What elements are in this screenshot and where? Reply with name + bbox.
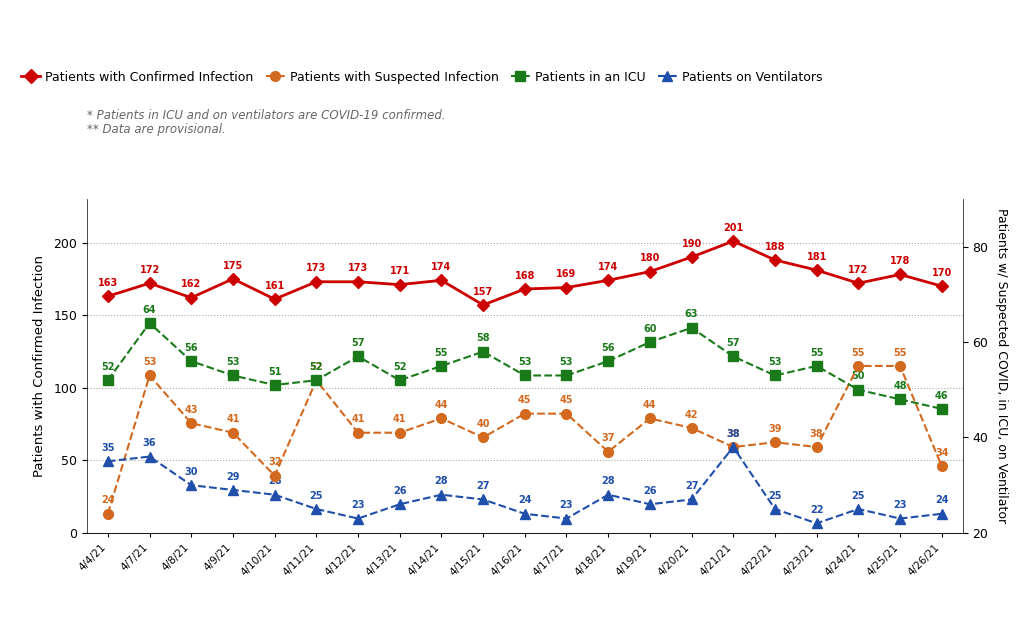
Text: 28: 28	[601, 476, 615, 487]
Text: 171: 171	[389, 266, 410, 276]
Text: 53: 53	[142, 357, 157, 367]
Text: 51: 51	[268, 367, 282, 377]
Text: 37: 37	[601, 433, 615, 444]
Text: 55: 55	[893, 347, 907, 358]
Text: 25: 25	[309, 490, 324, 501]
Text: 28: 28	[434, 476, 449, 487]
Text: 41: 41	[393, 414, 407, 424]
Text: 57: 57	[351, 338, 365, 348]
Text: 41: 41	[351, 414, 365, 424]
Text: 173: 173	[348, 263, 369, 273]
Text: 24: 24	[101, 496, 115, 505]
Text: 53: 53	[768, 357, 781, 367]
Text: 55: 55	[810, 347, 823, 358]
Text: 27: 27	[685, 481, 698, 491]
Text: 161: 161	[264, 281, 285, 291]
Text: 173: 173	[306, 263, 327, 273]
Text: 55: 55	[852, 347, 865, 358]
Text: 42: 42	[685, 410, 698, 420]
Text: 39: 39	[768, 424, 781, 434]
Text: 32: 32	[268, 457, 282, 467]
Text: 169: 169	[556, 269, 577, 279]
Text: 40: 40	[476, 419, 489, 429]
Text: 63: 63	[685, 309, 698, 320]
Text: ** Data are provisional.: ** Data are provisional.	[87, 123, 225, 136]
Text: 52: 52	[101, 362, 115, 372]
Text: 180: 180	[640, 253, 660, 263]
Text: 56: 56	[184, 343, 198, 353]
Text: 172: 172	[848, 265, 868, 275]
Text: 157: 157	[473, 286, 494, 297]
Text: 162: 162	[181, 279, 202, 290]
Text: 45: 45	[518, 395, 531, 405]
Text: 60: 60	[643, 324, 656, 334]
Text: 53: 53	[518, 357, 531, 367]
Legend: Patients with Confirmed Infection, Patients with Suspected Infection, Patients i: Patients with Confirmed Infection, Patie…	[16, 65, 827, 89]
Text: 44: 44	[643, 400, 656, 410]
Text: 23: 23	[351, 500, 365, 510]
Text: 52: 52	[393, 362, 407, 372]
Text: 52: 52	[309, 362, 324, 372]
Text: 55: 55	[434, 347, 449, 358]
Text: 24: 24	[935, 496, 948, 505]
Text: * Patients in ICU and on ventilators are COVID-19 confirmed.: * Patients in ICU and on ventilators are…	[87, 108, 445, 122]
Text: 46: 46	[935, 390, 948, 401]
Text: 23: 23	[893, 500, 907, 510]
Text: 48: 48	[893, 381, 907, 391]
Y-axis label: Patients w/ Suspected COVID, in ICU, on Ventilator: Patients w/ Suspected COVID, in ICU, on …	[994, 209, 1008, 523]
Text: 163: 163	[97, 278, 118, 288]
Text: 27: 27	[476, 481, 489, 491]
Text: 28: 28	[268, 476, 282, 487]
Text: 30: 30	[184, 467, 198, 477]
Text: 181: 181	[807, 252, 826, 262]
Text: 35: 35	[101, 443, 115, 453]
Text: 25: 25	[768, 490, 781, 501]
Text: 53: 53	[226, 357, 240, 367]
Text: 64: 64	[142, 305, 157, 315]
Text: 26: 26	[393, 486, 407, 496]
Text: 29: 29	[226, 472, 240, 482]
Text: 188: 188	[765, 241, 785, 252]
Text: 45: 45	[560, 395, 573, 405]
Text: 172: 172	[139, 265, 160, 275]
Text: 190: 190	[681, 239, 701, 248]
Text: 44: 44	[434, 400, 449, 410]
Y-axis label: Patients with Confirmed Infection: Patients with Confirmed Infection	[34, 255, 46, 477]
Text: 41: 41	[226, 414, 240, 424]
Text: 56: 56	[601, 343, 615, 353]
Text: 25: 25	[852, 490, 865, 501]
Text: 58: 58	[476, 333, 489, 343]
Text: 22: 22	[810, 505, 823, 515]
Text: 168: 168	[515, 271, 535, 281]
Text: 38: 38	[810, 429, 823, 438]
Text: 26: 26	[643, 486, 656, 496]
Text: 52: 52	[309, 362, 324, 372]
Text: 43: 43	[184, 405, 198, 415]
Text: 36: 36	[142, 438, 157, 448]
Text: 50: 50	[852, 372, 865, 381]
Text: 53: 53	[560, 357, 573, 367]
Text: 174: 174	[598, 262, 618, 272]
Text: 38: 38	[726, 429, 740, 438]
Text: 201: 201	[723, 223, 743, 233]
Text: 175: 175	[223, 261, 243, 270]
Text: 178: 178	[890, 256, 910, 266]
Text: 170: 170	[932, 268, 952, 278]
Text: 23: 23	[560, 500, 573, 510]
Text: COVID-19 Hospitalizations Reported by MS Hospitals, 4/6/21-4/26/21 *,**: COVID-19 Hospitalizations Reported by MS…	[12, 21, 778, 40]
Text: 57: 57	[726, 338, 740, 348]
Text: 24: 24	[518, 496, 531, 505]
Text: 174: 174	[431, 262, 452, 272]
Text: 34: 34	[935, 447, 948, 458]
Text: 38: 38	[726, 429, 740, 438]
